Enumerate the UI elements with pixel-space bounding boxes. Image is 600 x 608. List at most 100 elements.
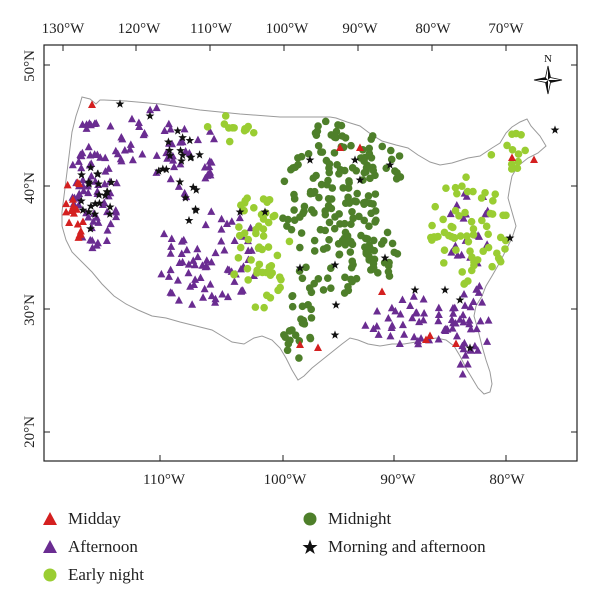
station-marker [253, 269, 261, 277]
station-marker [387, 323, 396, 331]
station-marker [65, 218, 74, 226]
station-marker [206, 170, 215, 179]
station-marker [362, 249, 371, 258]
station-marker [328, 184, 337, 192]
station-marker [360, 216, 369, 225]
station-marker [93, 169, 103, 178]
station-marker [222, 219, 231, 227]
station-marker [458, 268, 467, 276]
station-marker [77, 170, 86, 179]
station-marker [295, 354, 303, 362]
station-marker [189, 256, 198, 264]
station-marker [325, 235, 333, 244]
station-marker [154, 166, 164, 175]
station-marker [284, 215, 292, 224]
station-marker [331, 300, 341, 309]
station-marker [74, 157, 83, 165]
station-marker [94, 179, 103, 188]
station-marker [369, 264, 378, 272]
station-marker [304, 150, 313, 158]
station-marker [72, 205, 81, 213]
station-marker [466, 247, 474, 256]
station-marker [453, 251, 462, 259]
station-marker [111, 206, 120, 214]
station-marker [326, 264, 335, 272]
station-marker [134, 118, 143, 126]
station-marker [455, 315, 464, 323]
station-marker [196, 273, 205, 282]
top-ticks [62, 45, 507, 51]
station-marker [190, 260, 199, 269]
station-marker [473, 256, 482, 264]
station-marker [217, 237, 226, 245]
station-marker [145, 111, 155, 120]
station-marker [264, 243, 273, 251]
station-marker [450, 303, 459, 312]
top-lon-label: 80°W [415, 21, 451, 37]
station-marker [400, 330, 409, 338]
station-marker [254, 244, 263, 252]
station-marker [174, 182, 183, 190]
station-marker [469, 225, 478, 233]
station-marker [138, 150, 147, 158]
station-marker [274, 286, 282, 295]
station-marker [550, 125, 560, 134]
station-marker [314, 274, 323, 283]
station-marker [105, 209, 115, 218]
station-marker [406, 301, 415, 310]
station-marker [84, 179, 94, 188]
station-marker [296, 243, 304, 252]
station-marker [175, 177, 185, 186]
station-marker [280, 177, 289, 186]
station-marker [307, 314, 316, 322]
station-marker [335, 250, 344, 259]
station-marker [220, 246, 229, 254]
station-marker [364, 192, 373, 200]
station-marker [164, 119, 173, 128]
station-marker [386, 331, 395, 340]
top-lon-label: 120°W [118, 21, 161, 37]
station-markers [62, 99, 560, 378]
station-marker [483, 337, 492, 345]
station-marker [234, 254, 243, 262]
station-marker [93, 150, 102, 158]
station-marker [77, 163, 86, 172]
station-marker [334, 239, 343, 248]
station-marker [166, 124, 175, 133]
station-marker [355, 175, 365, 184]
station-marker [236, 243, 245, 252]
station-marker [298, 274, 307, 283]
station-marker [489, 197, 497, 205]
station-marker [465, 316, 474, 324]
station-marker [237, 286, 246, 295]
station-marker [369, 200, 377, 208]
station-marker [88, 243, 97, 252]
station-marker [78, 120, 87, 128]
station-marker [168, 288, 177, 297]
station-marker [78, 217, 87, 225]
station-marker [126, 140, 135, 148]
station-marker [176, 138, 185, 146]
station-marker [448, 324, 457, 332]
station-marker [470, 261, 478, 270]
station-marker [396, 309, 405, 318]
station-marker [309, 189, 317, 197]
station-marker [369, 236, 378, 245]
station-marker [185, 135, 195, 145]
station-marker [300, 320, 309, 328]
station-marker [462, 173, 470, 181]
station-marker [78, 205, 88, 214]
station-marker [383, 228, 392, 237]
station-marker [76, 229, 85, 238]
station-marker [277, 275, 285, 284]
station-marker [179, 235, 188, 244]
station-marker [191, 275, 200, 283]
station-marker [487, 151, 496, 159]
station-marker [177, 249, 186, 257]
station-marker [452, 331, 461, 340]
station-marker [396, 173, 405, 181]
station-marker [223, 292, 232, 301]
station-marker [344, 193, 352, 202]
station-marker [387, 303, 396, 312]
station-marker [465, 319, 474, 328]
